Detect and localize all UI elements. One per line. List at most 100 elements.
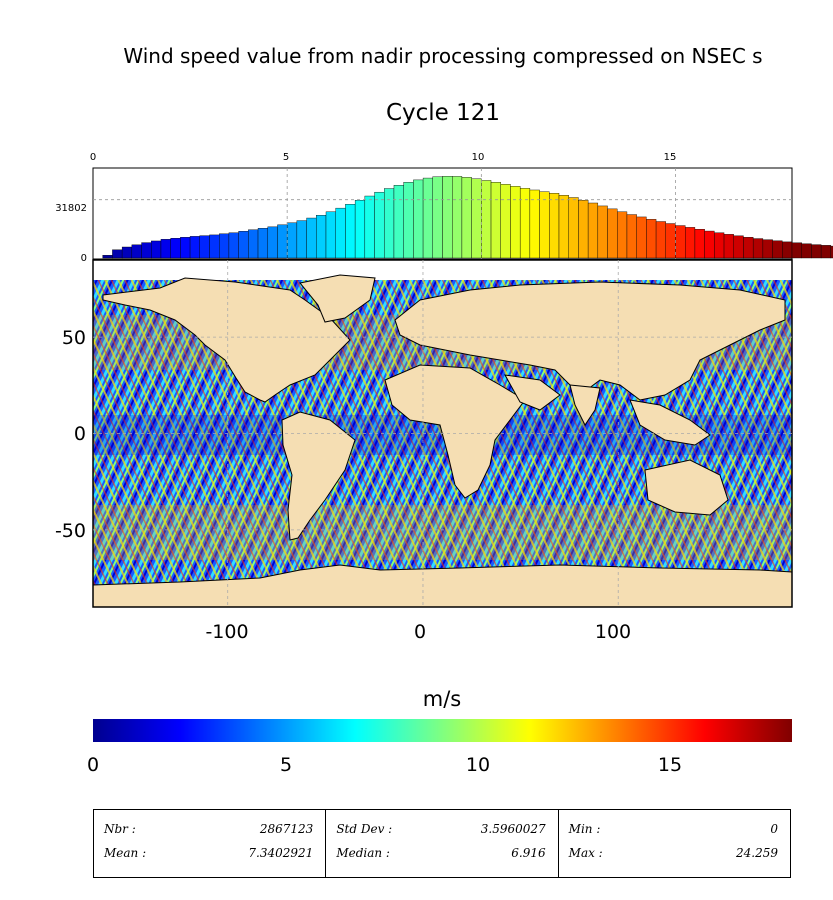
histogram-bar: [267, 226, 278, 259]
max-value: 24.259: [735, 846, 778, 860]
nbr-label: Nbr :: [104, 822, 136, 836]
histogram-bar: [801, 243, 812, 259]
histogram-bar: [617, 211, 628, 259]
histogram-bar: [374, 191, 385, 259]
histogram-bar: [345, 204, 356, 259]
histogram-bar: [597, 205, 608, 259]
histogram-bar: [442, 176, 453, 259]
chart-subtitle: Cycle 121: [385, 100, 501, 126]
histogram-bar: [762, 239, 773, 259]
land-south-america: [281, 411, 356, 541]
colorbar-tick-0: 0: [87, 754, 99, 776]
histogram-bar: [199, 235, 210, 259]
histogram-bar: [587, 202, 599, 259]
histogram-bar: [296, 220, 307, 259]
histogram-bar: [257, 228, 268, 259]
histogram-bar: [384, 188, 395, 259]
hist-xtick-3: 15: [664, 152, 677, 163]
land-australia: [644, 459, 729, 516]
histogram-bar: [743, 237, 754, 259]
histogram-bar: [752, 238, 764, 259]
histogram-bar: [811, 244, 822, 259]
histogram-bar: [170, 237, 181, 259]
histogram-bar: [248, 229, 259, 259]
histogram-bar: [325, 211, 336, 259]
histogram-bar: [228, 232, 239, 259]
histogram-bar: [723, 234, 734, 259]
hist-xtick-0: 0: [90, 152, 96, 163]
histogram-bar: [121, 246, 133, 259]
map-panel: 50 0 -50 -100 0 100: [55, 259, 793, 643]
histogram-bar: [432, 176, 443, 259]
histogram-bar: [500, 184, 511, 259]
map-grid: [93, 260, 792, 607]
median-label: Median :: [336, 846, 390, 860]
histogram-bar: [481, 180, 492, 259]
histogram-bar: [461, 177, 472, 259]
land-antarctica: [93, 564, 792, 607]
colorbar-tick-3: 15: [658, 754, 682, 776]
map-ytick-50: 50: [62, 327, 86, 349]
hist-xtick-2: 10: [472, 152, 485, 163]
histogram-bar: [772, 240, 783, 259]
histogram-bar: [277, 224, 288, 259]
histogram-bar: [704, 230, 715, 259]
mean-value: 7.3402921: [248, 846, 314, 860]
histogram-grid: [93, 168, 792, 259]
std-value: 3.5960027: [480, 822, 546, 836]
histogram-bar: [636, 216, 647, 259]
histogram-bar: [413, 179, 424, 259]
histogram-bar: [316, 215, 327, 259]
histogram-bar: [626, 214, 637, 259]
histogram-bar: [675, 225, 686, 259]
land-arabia: [504, 374, 561, 411]
hist-ytick-0: 31802: [55, 203, 87, 214]
histogram-bar: [490, 182, 501, 259]
histogram-bar: [791, 242, 802, 259]
histogram-bar: [782, 241, 793, 259]
histogram-bar: [519, 188, 531, 259]
arctic-ice: [93, 260, 792, 280]
map-xtick-minus100: -100: [205, 621, 248, 643]
histogram-bar: [549, 193, 560, 259]
std-label: Std Dev :: [336, 822, 393, 836]
map-ytick-0: 0: [74, 423, 86, 445]
histogram-bar: [714, 232, 725, 259]
map-ytick-minus50: -50: [55, 520, 86, 542]
histogram-bar: [209, 234, 220, 259]
histogram-frame: [92, 167, 793, 260]
land-europe-asia: [394, 281, 786, 401]
mean-label: Mean :: [104, 846, 147, 860]
histogram-bar: [403, 182, 414, 259]
land-africa: [384, 364, 526, 499]
histogram-panel: 0 5 10 15 31802 0: [55, 152, 833, 264]
band-south: [93, 505, 792, 560]
stats-cell-count: Nbr : 2867123 Mean : 7.3402921: [94, 810, 327, 877]
histogram-bar: [568, 197, 579, 259]
colorbar-label: m/s: [423, 687, 461, 711]
max-label: Max :: [568, 846, 603, 860]
histogram-bar: [607, 208, 618, 259]
stats-cell-spread: Std Dev : 3.5960027 Median : 6.916: [326, 810, 559, 877]
histogram-bar: [364, 195, 375, 259]
histogram-bar: [286, 222, 298, 259]
histogram-bar: [529, 189, 540, 259]
histogram-bar: [820, 245, 832, 259]
nbr-value: 2867123: [259, 822, 314, 836]
histogram-bar: [180, 237, 191, 259]
histogram-bar: [422, 177, 433, 259]
map-xtick-100: 100: [595, 621, 631, 643]
min-label: Min :: [568, 822, 601, 836]
hist-ytick-1: 0: [81, 253, 87, 264]
land-north-america: [102, 277, 351, 403]
histogram-bar: [830, 245, 833, 259]
land-india: [569, 384, 601, 426]
colorbar-gradient: [93, 719, 792, 742]
histogram-bar: [655, 221, 666, 259]
histogram-bar: [685, 227, 696, 259]
histogram-bar: [160, 239, 171, 259]
histogram-bar: [452, 176, 463, 259]
histogram-bar: [102, 255, 113, 259]
histogram-bar: [665, 223, 676, 259]
chart-canvas: 0 5 10 15 31802 0: [55, 152, 833, 776]
